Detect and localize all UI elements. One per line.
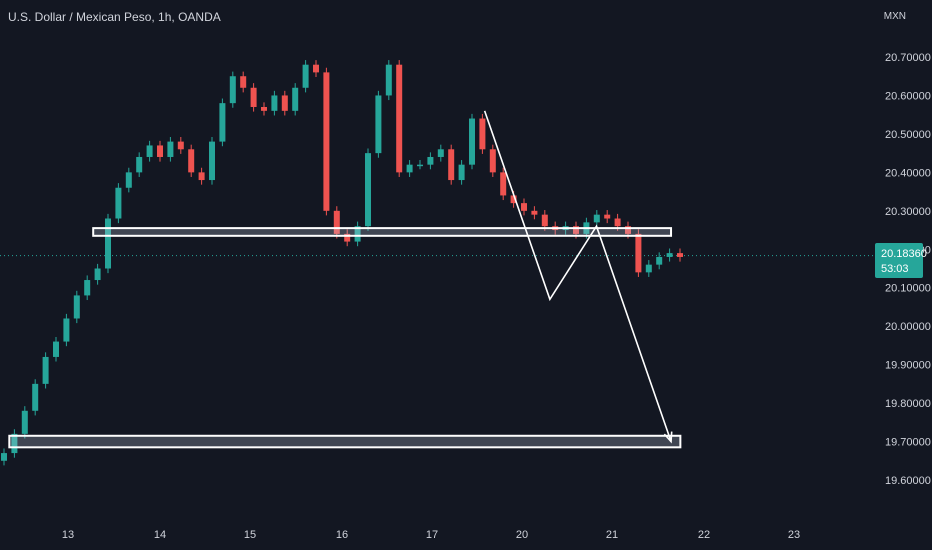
projection-arrowhead — [663, 431, 673, 444]
x-axis: 13 14 15 16 17 20 21 22 23 — [62, 529, 800, 541]
candle-body — [677, 253, 683, 257]
candle-body — [198, 172, 205, 181]
candle-body — [84, 280, 91, 296]
candle-body — [479, 118, 486, 150]
symbol-title: U.S. Dollar / Mexican Peso, 1h, OANDA — [8, 10, 221, 24]
candle-body — [396, 64, 403, 173]
x-tick-label: 14 — [154, 529, 166, 541]
x-tick-label: 21 — [606, 529, 618, 541]
x-tick-label: 16 — [336, 529, 348, 541]
last-price-value: 20.18360 — [881, 248, 927, 260]
support-resistance-zone — [92, 227, 673, 237]
candle-body — [354, 226, 361, 242]
candle-body — [417, 164, 423, 167]
candle-body — [188, 149, 195, 173]
candle-body — [614, 218, 621, 227]
candle-body — [489, 149, 496, 173]
y-tick-label: 19.90000 — [885, 360, 931, 372]
candle-body — [167, 141, 174, 157]
candle-body — [604, 214, 611, 219]
candle-body — [177, 141, 184, 150]
candle-body — [125, 172, 132, 188]
candle-body — [32, 383, 39, 411]
candle-body — [302, 64, 309, 88]
y-tick-label: 20.00000 — [885, 321, 931, 333]
candle-body — [531, 210, 538, 215]
target-zone — [8, 434, 682, 449]
y-tick-label: 20.60000 — [885, 90, 931, 102]
candle-body — [250, 87, 257, 107]
candle-body — [448, 149, 455, 181]
candle-body — [437, 149, 444, 157]
candle-body — [73, 295, 80, 319]
candle-body — [458, 164, 465, 181]
y-tick-label: 20.10000 — [885, 283, 931, 295]
candle-body — [209, 141, 215, 181]
projection — [483, 110, 673, 444]
x-tick-label: 22 — [698, 529, 710, 541]
candle-body — [333, 210, 340, 234]
candle-body — [105, 218, 111, 269]
y-tick-label: 19.70000 — [885, 437, 931, 449]
candle-body — [313, 64, 319, 73]
candle-body — [510, 195, 517, 204]
candle-body — [344, 233, 351, 242]
candle-body — [666, 253, 673, 257]
candle-body — [21, 410, 28, 434]
candles — [1, 60, 683, 466]
candle-body — [240, 76, 247, 88]
x-tick-label: 15 — [244, 529, 256, 541]
candle-body — [292, 87, 299, 111]
candle-body — [645, 264, 652, 273]
candle-body — [157, 145, 163, 157]
candle-body — [573, 226, 579, 234]
last-price-tag: 20.18360 53:03 — [875, 243, 927, 278]
candle-body — [593, 214, 600, 223]
last-price-countdown: 53:03 — [881, 263, 909, 275]
x-tick-label: 20 — [516, 529, 528, 541]
candle-body — [271, 95, 278, 111]
candle-body — [136, 156, 143, 173]
candle-body — [427, 156, 434, 165]
zones — [8, 227, 682, 449]
candle-body — [63, 318, 70, 342]
candle-body — [469, 118, 475, 165]
candle-body — [11, 433, 18, 454]
y-tick-label: 19.60000 — [885, 475, 931, 487]
candle-body — [281, 95, 288, 111]
y-tick-label: 19.80000 — [885, 398, 931, 410]
candle-body — [406, 164, 413, 173]
candle-body — [146, 145, 153, 157]
candle-body — [375, 95, 382, 154]
projection-line — [483, 110, 672, 442]
candle-body — [656, 256, 663, 265]
candle-body — [219, 103, 226, 142]
x-tick-label: 17 — [426, 529, 438, 541]
candle-body — [323, 72, 330, 211]
x-tick-label: 13 — [62, 529, 74, 541]
candle-body — [541, 214, 548, 227]
candle-body — [94, 268, 101, 281]
candle-body — [261, 106, 267, 111]
candle-body — [229, 76, 236, 104]
candle-body — [365, 153, 371, 227]
candle-body — [1, 453, 7, 461]
candle-body — [521, 203, 527, 211]
candle-body — [53, 341, 59, 357]
candle-body — [625, 226, 631, 234]
x-tick-label: 23 — [788, 529, 800, 541]
y-tick-label: 20.70000 — [885, 52, 931, 64]
candle-body — [385, 64, 392, 96]
candle-body — [500, 172, 507, 196]
y-tick-label: 20.30000 — [885, 206, 931, 218]
y-tick-label: 20.50000 — [885, 129, 931, 141]
candle-body — [635, 233, 642, 273]
candle-body — [115, 187, 122, 219]
currency-label: MXN — [883, 11, 906, 22]
y-tick-label: 20.40000 — [885, 167, 931, 179]
candle-body — [42, 356, 49, 384]
